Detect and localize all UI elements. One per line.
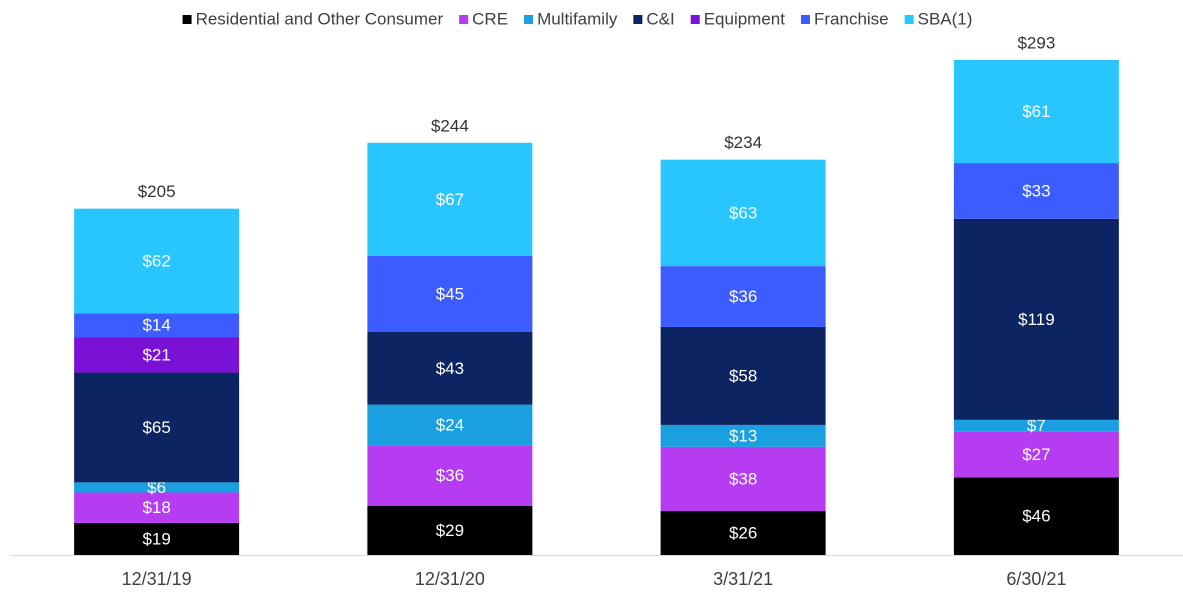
legend-swatch: [524, 15, 534, 24]
bar-segment: [367, 506, 533, 555]
x-tick-label: 12/31/20: [415, 569, 485, 589]
data-label: $65: [142, 418, 170, 437]
bar-segment: [660, 266, 826, 327]
data-label: $24: [436, 415, 464, 434]
data-label: $61: [1022, 102, 1050, 121]
data-label: $36: [436, 466, 464, 485]
data-label: $43: [436, 359, 464, 378]
x-tick-label: 3/31/21: [713, 569, 773, 589]
data-label: $21: [142, 345, 170, 364]
legend-label: Multifamily: [537, 9, 618, 28]
data-label: $29: [436, 521, 464, 540]
bar-segment: [74, 522, 240, 555]
bar-segment: [953, 419, 1119, 432]
legend-label: CRE: [472, 9, 508, 28]
bar-segment: [367, 445, 533, 507]
legend-swatch: [633, 15, 643, 24]
legend-label: Equipment: [704, 9, 786, 28]
data-label: $63: [729, 203, 757, 222]
data-label: $14: [142, 316, 170, 335]
bar-segment: [367, 255, 533, 332]
data-label: $46: [1022, 507, 1050, 526]
legend-swatch: [182, 15, 192, 24]
data-label: $13: [729, 426, 757, 445]
data-label: $7: [1027, 416, 1046, 435]
data-label: $36: [729, 287, 757, 306]
data-label: $6: [147, 478, 166, 497]
data-label: $58: [729, 366, 757, 385]
total-label: $293: [1017, 33, 1055, 52]
bar-segment: [660, 424, 826, 447]
bar-segment: [367, 331, 533, 405]
bar-segment: [660, 326, 826, 425]
x-tick-label: 12/31/19: [122, 569, 192, 589]
bar-segment: [74, 492, 240, 523]
legend-swatch: [904, 15, 914, 24]
data-label: $38: [729, 469, 757, 488]
legend-label: Residential and Other Consumer: [196, 9, 444, 28]
bar-segment: [367, 142, 533, 256]
bar-segment: [367, 404, 533, 446]
legend-swatch: [800, 15, 810, 24]
x-tick-label: 6/30/21: [1006, 569, 1066, 589]
bar-segment: [660, 511, 826, 555]
bar-segment: [74, 482, 240, 493]
bar-segment: [953, 163, 1119, 219]
bar-segment: [74, 372, 240, 483]
data-label: $67: [436, 190, 464, 209]
bar-segment: [660, 446, 826, 512]
data-label: $62: [142, 252, 170, 271]
bar-segment: [74, 337, 240, 373]
total-label: $234: [724, 133, 762, 152]
data-label: $27: [1022, 445, 1050, 464]
bar-segment: [74, 208, 240, 314]
data-label: $119: [1018, 310, 1055, 329]
data-label: $45: [436, 284, 464, 303]
bar-segment: [74, 313, 240, 338]
total-label: $205: [138, 182, 176, 201]
data-label: $18: [142, 498, 170, 517]
data-label: $26: [729, 524, 757, 543]
legend-label: SBA(1): [918, 9, 973, 28]
bar-segment: [953, 431, 1119, 478]
data-label: $33: [1022, 181, 1050, 200]
bar-segment: [953, 60, 1119, 164]
legend: Residential and Other Consumer CRE Multifa…: [182, 9, 973, 28]
legend-swatch: [690, 15, 700, 24]
legend-label: Franchise: [814, 9, 889, 28]
bar-segment: [953, 477, 1119, 555]
legend-swatch: [459, 15, 469, 24]
bar-segment: [660, 159, 826, 267]
total-label: $244: [431, 116, 469, 135]
legend-label: C&I: [646, 9, 674, 28]
data-label: $19: [142, 529, 170, 548]
bar-segment: [953, 218, 1119, 420]
